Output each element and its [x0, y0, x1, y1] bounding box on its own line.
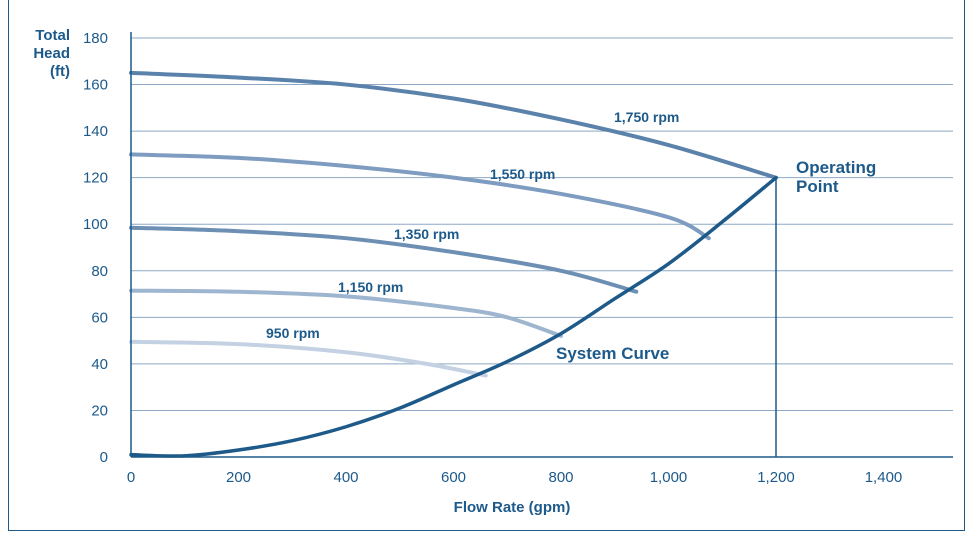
- x-tick-label: 1,200: [757, 469, 795, 486]
- gridlines: [131, 37, 953, 411]
- curve-1750-rpm-label: 1,750 rpm: [614, 109, 679, 125]
- curve-950-rpm-label: 950 rpm: [266, 325, 320, 341]
- curve-1550-rpm: [129, 152, 711, 241]
- curve-1750-rpm: [129, 70, 778, 180]
- x-tick-label: 600: [441, 469, 466, 486]
- y-tick-label: 100: [83, 216, 108, 233]
- curve-950-rpm: [129, 339, 488, 378]
- system-curve-label: System Curve: [556, 344, 669, 363]
- y-tick-label: 180: [83, 30, 108, 47]
- y-tick-label: 20: [91, 402, 108, 419]
- y-tick-labels: 0 20 40 60 80 100 120 140 160 180: [83, 30, 108, 466]
- curve-labels: 1,750 rpm 1,550 rpm 1,350 rpm 1,150 rpm 950 …: [266, 109, 679, 363]
- series-lines: [129, 70, 778, 458]
- curve-1350-rpm: [129, 225, 639, 294]
- operating-label-line-1: Operating: [796, 158, 876, 177]
- x-axis-title: Flow Rate (gpm): [454, 499, 571, 516]
- chart-frame: [8, 0, 965, 531]
- y-tick-label: 60: [91, 309, 108, 326]
- y-tick-label: 140: [83, 123, 108, 140]
- system-curve: [129, 175, 778, 458]
- x-tick-label: 800: [548, 469, 573, 486]
- x-tick-label: 400: [333, 469, 358, 486]
- operating-label-line-2: Point: [796, 177, 839, 196]
- y-tick-label: 0: [100, 449, 108, 466]
- y-axis-title-line-2: Head: [33, 45, 70, 62]
- y-tick-label: 160: [83, 77, 108, 94]
- x-tick-label: 0: [127, 469, 135, 486]
- y-axis-title-line-3: (ft): [50, 63, 70, 80]
- curve-1150-rpm: [129, 288, 563, 338]
- x-tick-label: 1,000: [650, 469, 688, 486]
- x-tick-label: 200: [226, 469, 251, 486]
- y-axis-title-line-1: Total: [35, 27, 70, 44]
- y-tick-label: 40: [91, 356, 108, 373]
- curve-1350-rpm-label: 1,350 rpm: [394, 226, 459, 242]
- curve-1150-rpm-label: 1,150 rpm: [338, 279, 403, 295]
- curve-1550-rpm-label: 1,550 rpm: [490, 166, 555, 182]
- x-tick-labels: 0 200 400 600 800 1,000 1,200 1,400: [127, 469, 902, 486]
- y-tick-label: 80: [91, 263, 108, 280]
- y-tick-label: 120: [83, 170, 108, 187]
- x-tick-label: 1,400: [865, 469, 903, 486]
